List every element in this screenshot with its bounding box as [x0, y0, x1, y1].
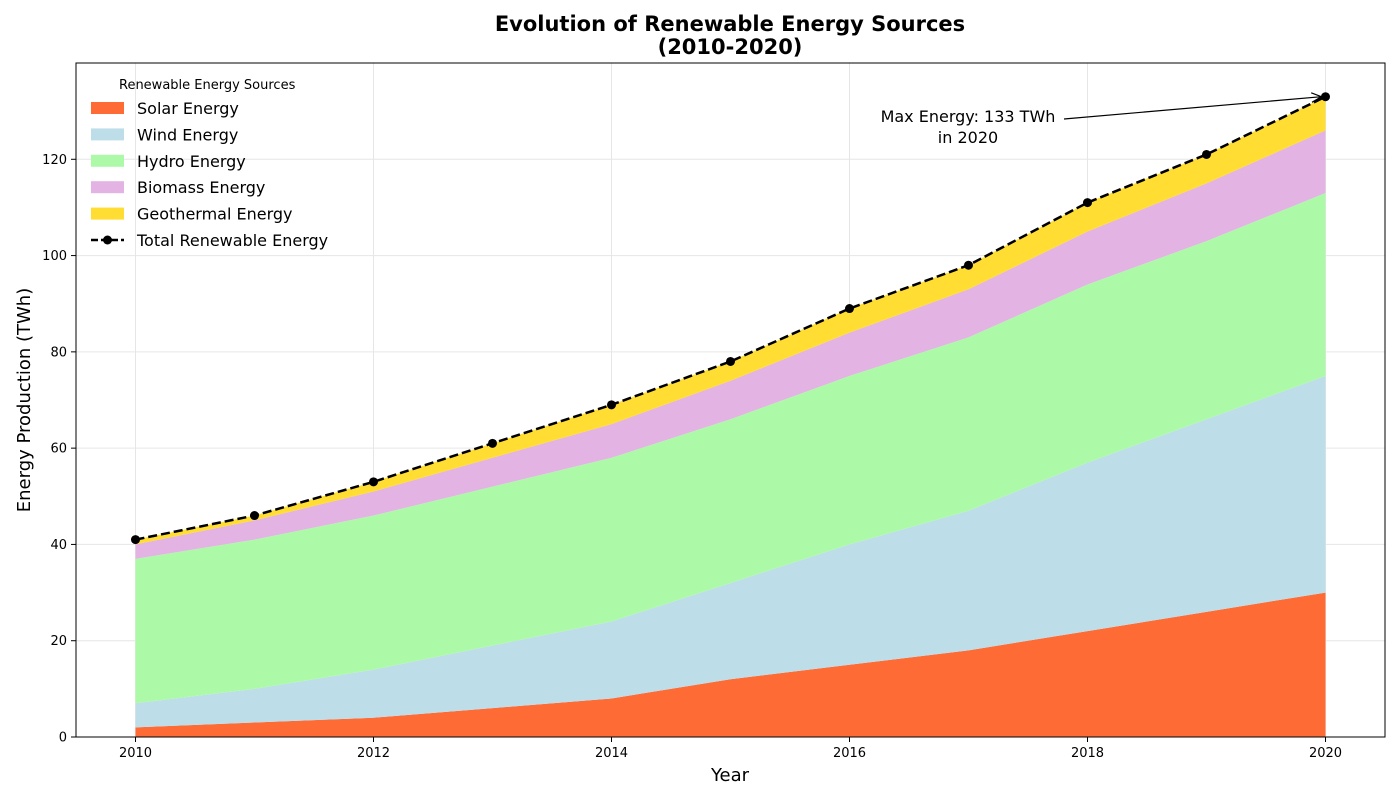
total-point-2014 — [607, 400, 616, 410]
legend-swatch-solar-energy — [91, 102, 124, 114]
y-tick-label-0: 0 — [59, 731, 67, 746]
total-point-2020 — [1321, 92, 1330, 102]
legend-swatch-wind-energy — [91, 128, 124, 141]
total-line-group — [131, 92, 1330, 545]
legend-label-geothermal-energy: Geothermal Energy — [137, 205, 293, 224]
total-point-2019 — [1202, 149, 1211, 159]
x-tick-label-2010: 2010 — [119, 746, 152, 761]
area-wind-energy — [135, 375, 1326, 728]
x-tick-label-2012: 2012 — [357, 746, 390, 761]
total-renewable-line — [135, 95, 1327, 541]
x-tick-label-2016: 2016 — [833, 746, 866, 761]
annotation-line2: in 2020 — [938, 128, 998, 147]
total-point-2015 — [726, 356, 735, 366]
plot-frame — [75, 62, 1386, 738]
y-tick-label-100: 100 — [42, 249, 67, 264]
total-point-2016 — [845, 304, 854, 314]
total-point-2010 — [131, 535, 140, 545]
y-tick-label-60: 60 — [50, 442, 67, 457]
total-point-2011 — [250, 511, 259, 521]
legend-label-wind-energy: Wind Energy — [137, 125, 238, 144]
annotation-arrow-head — [1310, 92, 1323, 103]
total-point-2018 — [1083, 198, 1092, 208]
x-axis-label: Year — [710, 765, 750, 786]
total-point-2013 — [488, 438, 497, 448]
x-tick-label-2020: 2020 — [1309, 746, 1342, 761]
area-layers — [135, 96, 1326, 737]
chart-title-line2: (2010-2020) — [658, 35, 803, 59]
legend-swatch-geothermal-energy — [91, 207, 124, 220]
annotation-arrow-line — [1063, 96, 1322, 120]
y-axis-ticks: 0 20 40 60 80 100 120 — [42, 153, 76, 746]
legend-swatch-marker-total-renewable-energy — [103, 235, 112, 245]
y-tick-label-20: 20 — [50, 634, 67, 649]
y-tick-label-120: 120 — [42, 153, 67, 168]
legend-label-solar-energy: Solar Energy — [137, 99, 239, 118]
y-tick-label-80: 80 — [50, 345, 67, 360]
legend-swatch-hydro-energy — [91, 154, 124, 167]
legend-label-hydro-energy: Hydro Energy — [137, 152, 246, 171]
legend: Renewable Energy Sources Solar Energy Win… — [91, 78, 328, 250]
total-point-2012 — [369, 477, 378, 487]
area-hydro-energy — [135, 192, 1326, 704]
max-annotation: Max Energy: 133 TWh in 2020 — [881, 92, 1323, 147]
y-tick-label-40: 40 — [50, 538, 67, 553]
chart-title-line1: Evolution of Renewable Energy Sources — [495, 12, 965, 36]
area-solar-energy — [135, 592, 1326, 737]
legend-swatch-biomass-energy — [91, 181, 124, 194]
legend-title: Renewable Energy Sources — [119, 78, 296, 93]
legend-label-total-renewable-energy: Total Renewable Energy — [136, 231, 328, 250]
total-point-2017 — [964, 260, 973, 270]
x-tick-label-2018: 2018 — [1071, 746, 1104, 761]
annotation-line1: Max Energy: 133 TWh — [881, 107, 1056, 126]
y-axis-label: Energy Production (TWh) — [14, 288, 35, 512]
legend-label-biomass-energy: Biomass Energy — [137, 178, 265, 197]
x-axis-ticks: 2010 2012 2014 2016 2018 2020 — [119, 737, 1342, 761]
x-tick-label-2014: 2014 — [595, 746, 628, 761]
